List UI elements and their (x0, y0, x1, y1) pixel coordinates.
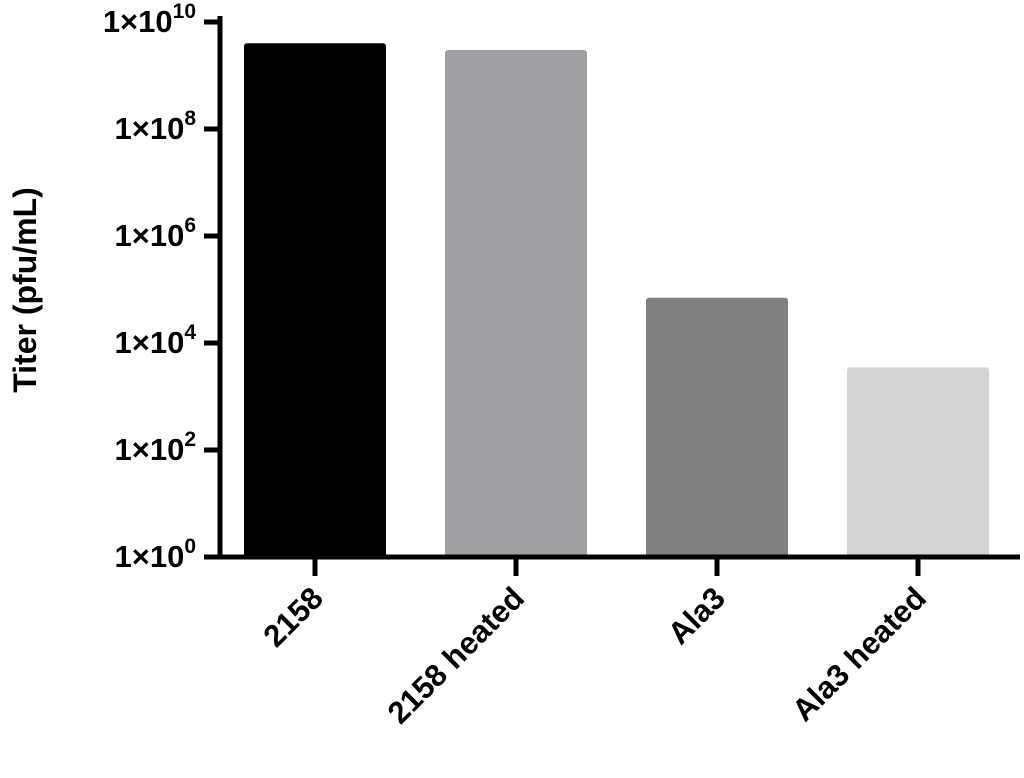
y-tick-exponent: 0 (184, 535, 196, 558)
x-tick-label: 2158 heated (381, 580, 531, 730)
bar (445, 49, 587, 558)
y-tick-exponent: 10 (173, 0, 196, 23)
y-tick-label: 1×104 (114, 321, 196, 361)
y-tick-exponent: 2 (184, 428, 196, 451)
x-tick-label: Ala3 (661, 580, 732, 651)
bar (847, 367, 989, 557)
y-tick-base: 1×10 (114, 111, 184, 146)
y-tick-base: 1×10 (114, 218, 184, 253)
y-tick-exponent: 6 (184, 214, 196, 237)
y-tick-base: 1×10 (114, 325, 184, 360)
x-tick-label: Ala3 heated (785, 580, 933, 728)
y-tick-label: 1×108 (114, 107, 196, 147)
bar (646, 297, 788, 557)
y-tick-exponent: 8 (184, 107, 196, 130)
y-tick-label: 1×1010 (103, 0, 196, 39)
y-tick-base: 1×10 (114, 539, 184, 574)
y-tick-exponent: 4 (184, 321, 196, 344)
y-tick-base: 1×10 (114, 432, 184, 467)
x-tick-label: 2158 (256, 580, 330, 654)
y-tick-label: 1×100 (114, 535, 196, 575)
y-tick-label: 1×106 (114, 214, 196, 254)
bar (244, 43, 386, 557)
y-tick-label: 1×102 (114, 428, 196, 468)
y-tick-base: 1×10 (103, 4, 173, 39)
y-axis-title: Titer (pfu/mL) (7, 187, 43, 393)
